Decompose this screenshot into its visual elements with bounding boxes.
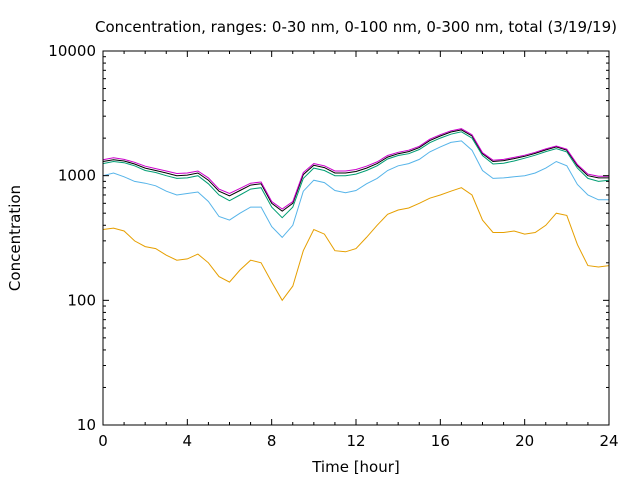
x-tick-label: 16 <box>431 432 450 450</box>
x-tick-label: 12 <box>346 432 365 450</box>
y-axis: 10 100 1000 10000 <box>48 42 609 434</box>
series-line-5 <box>102 128 609 210</box>
series-line-2 <box>102 140 609 239</box>
x-tick-label: 4 <box>183 432 193 450</box>
y-tick-label: 10000 <box>48 42 96 60</box>
y-axis-title: Concentration <box>6 185 24 291</box>
series-line-4 <box>102 129 609 212</box>
x-axis-title: Time [hour] <box>311 458 400 476</box>
y-tick-label: 10 <box>77 416 96 434</box>
x-axis: 0 4 8 12 16 20 24 <box>98 51 619 450</box>
x-tick-label: 20 <box>515 432 534 450</box>
series-layer <box>102 128 610 302</box>
x-tick-label: 0 <box>98 432 108 450</box>
y-tick-label: 1000 <box>58 167 96 185</box>
chart-title: Concentration, ranges: 0-30 nm, 0-100 nm… <box>95 18 617 36</box>
series-line-3 <box>102 131 610 219</box>
series-line-1 <box>102 187 610 302</box>
y-tick-label: 100 <box>67 291 96 309</box>
plot-frame <box>102 50 610 426</box>
x-tick-label: 24 <box>599 432 618 450</box>
x-tick-label: 8 <box>267 432 277 450</box>
